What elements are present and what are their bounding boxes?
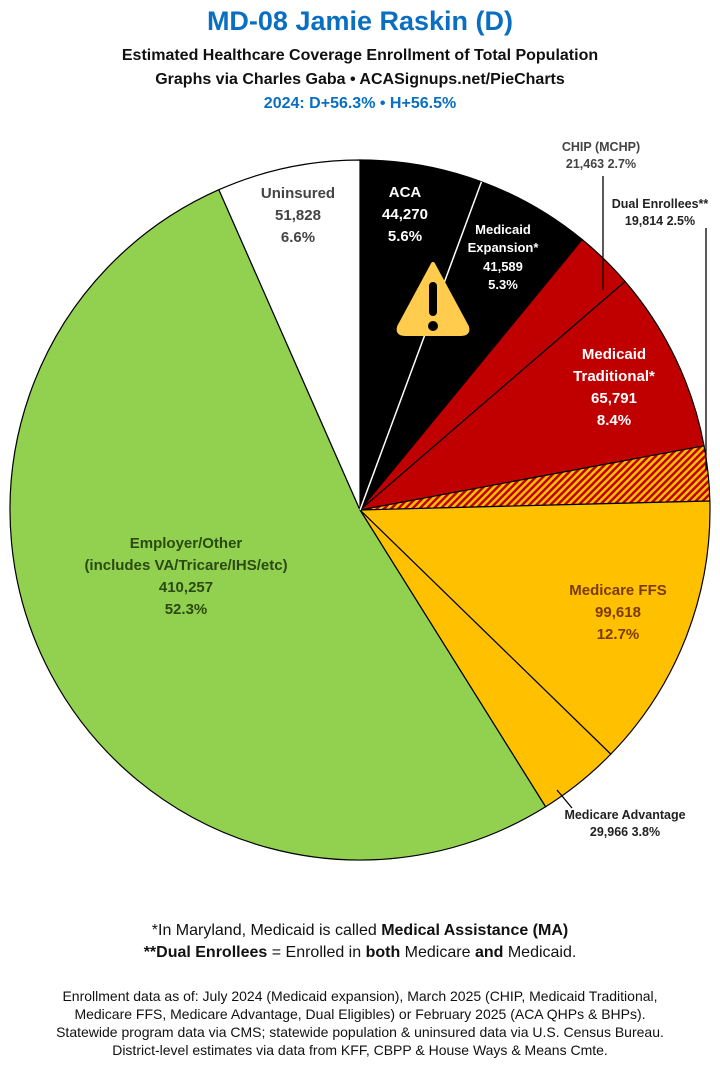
chart-credit: Graphs via Charles Gaba • ACASignups.net… bbox=[155, 71, 565, 88]
pie-slice-employer-other bbox=[9, 188, 547, 861]
pie-slice-medicaid-traditional bbox=[357, 280, 705, 511]
pie-slice-uninsured bbox=[218, 159, 361, 511]
label-medicaid-traditional: Medicaid Traditional* 65,791 8.4% bbox=[573, 346, 655, 429]
label-medicare-advantage: Medicare Advantage 29,966 3.8% bbox=[564, 808, 686, 839]
label-chip: CHIP (MCHP) 21,463 2.7% bbox=[561, 140, 641, 171]
chart-title: MD-08 Jamie Raskin (D) bbox=[206, 6, 514, 36]
partisan-lean: 2024: D+56.3% • H+56.5% bbox=[263, 95, 457, 112]
label-uninsured: Uninsured 51,828 6.6% bbox=[260, 185, 336, 246]
label-employer-other: Employer/Other (includes VA/Tricare/IHS/e… bbox=[84, 535, 288, 618]
label-medicaid-expansion-values: 41,589 5.3% bbox=[483, 259, 523, 292]
label-dual-enrollees: Dual Enrollees** 19,814 2.5% bbox=[611, 197, 709, 228]
source-line-4: District-level estimates via data from K… bbox=[112, 1042, 608, 1058]
source-line-2: Medicare FFS, Medicare Advantage, Dual E… bbox=[74, 1006, 646, 1022]
label-medicaid-expansion: Medicaid Expansion* bbox=[467, 222, 539, 255]
footnote-dual-enrollees: **Dual Enrollees = Enrolled in both Medi… bbox=[143, 944, 577, 961]
pie-slice-medicare-ffs bbox=[358, 500, 711, 755]
warning-icon bbox=[396, 262, 470, 336]
medicare-advantage-leader-line bbox=[556, 789, 573, 809]
source-line-3: Statewide program data via CMS; statewid… bbox=[56, 1024, 664, 1040]
source-line-1: Enrollment data as of: July 2024 (Medica… bbox=[62, 988, 658, 1004]
label-medicare-ffs: Medicare FFS 99,618 12.7% bbox=[569, 582, 667, 643]
chart-subtitle: Estimated Healthcare Coverage Enrollment… bbox=[121, 47, 599, 64]
aca-expansion-separator bbox=[359, 181, 483, 511]
footnote-medicaid-name: *In Maryland, Medicaid is called Medical… bbox=[151, 922, 569, 939]
label-aca: ACA 44,270 5.6% bbox=[382, 184, 428, 245]
